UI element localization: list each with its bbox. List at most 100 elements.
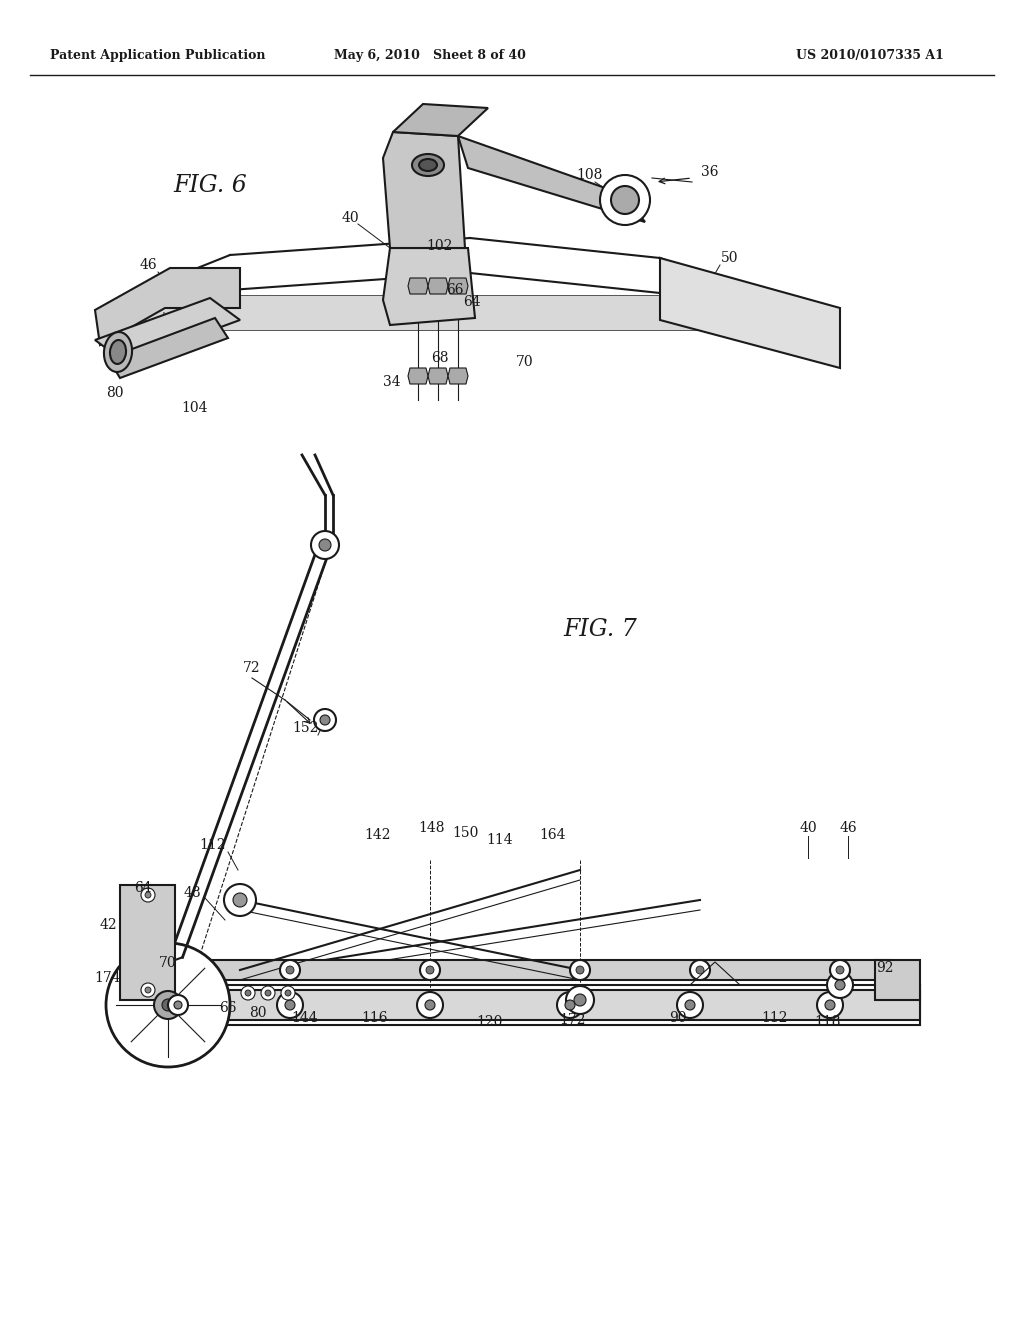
Circle shape	[835, 979, 845, 990]
Circle shape	[241, 986, 255, 1001]
Circle shape	[690, 960, 710, 979]
Circle shape	[319, 539, 331, 550]
Circle shape	[285, 990, 291, 997]
Text: 70: 70	[516, 355, 534, 370]
Circle shape	[141, 888, 155, 902]
Text: 36: 36	[701, 165, 719, 180]
Text: 102: 102	[427, 239, 454, 253]
Text: 144: 144	[292, 1011, 318, 1026]
Text: 70: 70	[159, 956, 177, 970]
Text: 50: 50	[721, 251, 738, 265]
Circle shape	[265, 990, 271, 997]
Text: 118: 118	[815, 1015, 842, 1030]
Circle shape	[566, 986, 594, 1014]
Polygon shape	[660, 257, 840, 368]
Circle shape	[311, 531, 339, 558]
Circle shape	[314, 709, 336, 731]
Text: 46: 46	[139, 257, 157, 272]
Circle shape	[280, 960, 300, 979]
Text: 164: 164	[540, 828, 566, 842]
Circle shape	[245, 990, 251, 997]
Text: 40: 40	[799, 821, 817, 836]
Circle shape	[417, 993, 443, 1018]
Ellipse shape	[104, 333, 132, 372]
Text: 68: 68	[431, 351, 449, 366]
Text: 48: 48	[183, 886, 201, 900]
Circle shape	[281, 986, 295, 1001]
Circle shape	[141, 983, 155, 997]
Circle shape	[145, 892, 151, 898]
Ellipse shape	[412, 154, 444, 176]
Circle shape	[825, 1001, 835, 1010]
Text: 116: 116	[361, 1011, 388, 1026]
Circle shape	[162, 999, 174, 1011]
Circle shape	[827, 972, 853, 998]
Circle shape	[600, 176, 650, 224]
Text: 150: 150	[453, 826, 479, 840]
Ellipse shape	[110, 341, 126, 364]
Circle shape	[574, 994, 586, 1006]
Ellipse shape	[419, 158, 437, 172]
Polygon shape	[130, 294, 760, 330]
Text: Patent Application Publication: Patent Application Publication	[50, 49, 265, 62]
Text: FIG. 7: FIG. 7	[563, 619, 637, 642]
Circle shape	[145, 987, 151, 993]
Polygon shape	[449, 279, 468, 294]
Text: 152: 152	[292, 721, 318, 735]
Circle shape	[319, 715, 330, 725]
Text: 148: 148	[419, 821, 445, 836]
Circle shape	[611, 186, 639, 214]
Circle shape	[677, 993, 703, 1018]
Polygon shape	[95, 298, 240, 362]
Circle shape	[817, 993, 843, 1018]
Circle shape	[168, 995, 188, 1015]
Text: 104: 104	[181, 401, 208, 414]
Text: 112: 112	[762, 1011, 788, 1026]
Text: 42: 42	[99, 917, 117, 932]
Polygon shape	[130, 990, 920, 1020]
Text: 66: 66	[219, 1001, 237, 1015]
Circle shape	[224, 884, 256, 916]
Text: 172: 172	[560, 1012, 587, 1027]
Text: 66: 66	[446, 282, 464, 297]
Polygon shape	[95, 268, 240, 345]
Text: 112: 112	[200, 838, 226, 851]
Circle shape	[575, 966, 584, 974]
Polygon shape	[393, 104, 488, 136]
Text: 108: 108	[577, 168, 603, 182]
Polygon shape	[383, 132, 465, 248]
Circle shape	[557, 993, 583, 1018]
Circle shape	[420, 960, 440, 979]
Circle shape	[836, 966, 844, 974]
Circle shape	[261, 986, 275, 1001]
Circle shape	[233, 894, 247, 907]
Circle shape	[278, 993, 303, 1018]
Text: US 2010/0107335 A1: US 2010/0107335 A1	[796, 49, 944, 62]
Text: 72: 72	[243, 661, 261, 675]
Text: 80: 80	[249, 1006, 266, 1020]
Circle shape	[685, 1001, 695, 1010]
Polygon shape	[428, 368, 449, 384]
Text: 114: 114	[486, 833, 513, 847]
Polygon shape	[108, 318, 228, 378]
Text: 92: 92	[877, 961, 894, 975]
Text: 46: 46	[840, 821, 857, 836]
Circle shape	[830, 960, 850, 979]
Polygon shape	[120, 884, 175, 1001]
Polygon shape	[874, 960, 920, 1001]
Polygon shape	[428, 279, 449, 294]
Circle shape	[426, 966, 434, 974]
Circle shape	[154, 991, 182, 1019]
Circle shape	[565, 1001, 575, 1010]
Polygon shape	[408, 368, 428, 384]
Text: 174: 174	[94, 972, 121, 985]
Polygon shape	[449, 368, 468, 384]
Polygon shape	[383, 248, 475, 325]
Polygon shape	[408, 279, 428, 294]
Polygon shape	[130, 960, 890, 979]
Text: 40: 40	[341, 211, 358, 224]
Circle shape	[286, 966, 294, 974]
Circle shape	[570, 960, 590, 979]
Text: 34: 34	[383, 375, 400, 389]
Text: 120: 120	[477, 1015, 503, 1030]
